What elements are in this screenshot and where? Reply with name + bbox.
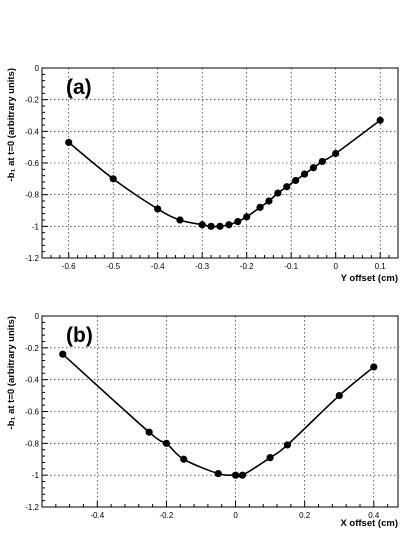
data-point	[265, 197, 273, 205]
data-point	[162, 439, 171, 447]
x-axis-label: Y offset (cm)	[341, 273, 398, 284]
data-point	[266, 454, 274, 462]
data-point	[214, 469, 222, 478]
data-point	[216, 222, 224, 230]
data-point	[176, 216, 184, 224]
y-tick-label: -1	[32, 222, 40, 231]
panel-label: (a)	[66, 76, 92, 99]
y-tick-label: 0	[35, 312, 40, 321]
data-point	[238, 471, 247, 479]
data-point	[198, 221, 206, 229]
data-point	[376, 116, 384, 124]
x-tick-label: -0.1	[284, 262, 298, 271]
data-point	[109, 175, 117, 183]
panel-label: (b)	[66, 324, 93, 347]
y-tick-label: -0.6	[25, 408, 39, 417]
data-point	[59, 350, 67, 358]
y-tick-label: -1.2	[25, 503, 39, 512]
data-point	[225, 221, 233, 229]
data-point	[207, 222, 215, 230]
x-tick-label: -0.3	[195, 262, 209, 271]
x-tick-label: -0.4	[151, 262, 165, 271]
data-point	[318, 157, 326, 166]
x-tick-label: -0.5	[106, 262, 120, 271]
fit-curve	[68, 119, 381, 228]
y-tick-label: -0.8	[25, 439, 39, 448]
x-axis-label: X offset (cm)	[340, 518, 398, 529]
data-point	[231, 471, 240, 479]
data-point	[256, 203, 264, 211]
data-point	[283, 183, 291, 191]
data-point	[65, 138, 73, 147]
data-point	[335, 391, 343, 400]
data-point	[154, 205, 162, 213]
y-tick-label: -1.2	[25, 254, 39, 263]
y-tick-label: -0.4	[25, 376, 39, 385]
data-point	[370, 363, 378, 371]
data-point	[234, 217, 242, 226]
x-tick-label: 0.1	[375, 262, 387, 271]
x-tick-label: -0.6	[62, 262, 76, 271]
panel-b: -0.4 -0.2 0 0.2 0.4 0 -0.2 -0.4 -0.6 -0.8 -1 -1.2 X …	[6, 312, 399, 529]
data-point	[180, 455, 188, 463]
y-tick-label: -0.2	[25, 96, 39, 105]
data-point	[332, 149, 340, 158]
y-tick-label: 0	[35, 64, 40, 73]
y-tick-label: -0.8	[25, 191, 39, 200]
y-tick-label: -0.4	[25, 127, 39, 136]
y-tick-label: -0.2	[25, 344, 39, 353]
data-point	[300, 170, 309, 178]
y-tick-label: -1	[32, 471, 40, 480]
fit-curve	[62, 353, 375, 478]
x-tick-label: -0.2	[240, 262, 254, 271]
data-point	[243, 213, 251, 221]
panel-a: -0.6 -0.5 -0.4 -0.3 -0.2 -0.1 0 0.1 0 -0.2 -0.4 -0.…	[6, 64, 399, 284]
y-axis-label: -b₁ at t=0 (arbitrary units)	[6, 316, 17, 429]
x-tick-label: 0	[333, 262, 338, 271]
data-point	[283, 441, 291, 449]
x-tick-label: 0.2	[299, 511, 311, 520]
y-axis-label: -b₁ at t=0 (arbitrary units)	[6, 68, 17, 181]
x-tick-label: -0.4	[90, 511, 104, 520]
data-point	[274, 189, 282, 197]
data-point	[309, 164, 318, 172]
data-point	[292, 176, 300, 185]
data-point	[145, 428, 153, 436]
x-tick-label: -0.2	[160, 511, 174, 520]
x-tick-label: 0.4	[368, 511, 380, 520]
y-tick-label: -0.6	[25, 159, 39, 168]
x-tick-label: 0	[233, 511, 238, 520]
